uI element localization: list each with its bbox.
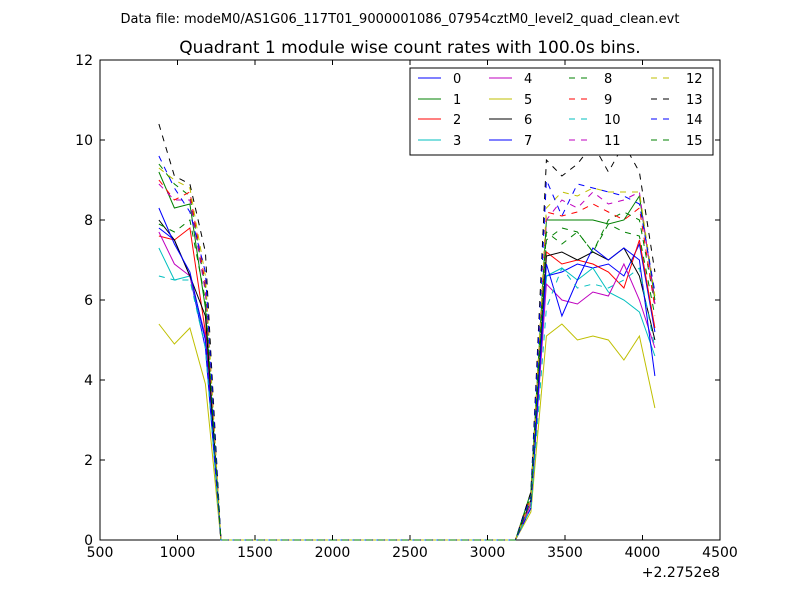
x-tick-label: 3000 (470, 545, 506, 561)
figure-suptitle: Data file: modeM0/AS1G06_117T01_90000010… (121, 12, 680, 27)
series-line-10 (158, 266, 656, 541)
y-tick-label: 4 (84, 373, 93, 389)
legend-label-10: 10 (604, 113, 621, 128)
legend-label-9: 9 (604, 93, 612, 108)
series-line-0 (158, 227, 656, 541)
series-line-13 (158, 123, 656, 541)
legend-label-8: 8 (604, 72, 612, 87)
series-line-1 (158, 171, 656, 541)
x-offset-label: +2.2752e8 (642, 565, 720, 581)
y-tick-label: 8 (84, 213, 93, 229)
series-line-5 (158, 323, 656, 541)
y-tick-label: 12 (75, 53, 93, 69)
series-layer (158, 123, 656, 541)
series-line-14 (158, 155, 656, 541)
series-line-6 (158, 219, 656, 541)
legend-label-6: 6 (524, 113, 532, 128)
ticks-layer: 500 1000 1500 2000 2500 3000 3500 4000 4500 0 2 4 6 8… (75, 53, 738, 561)
legend-label-5: 5 (524, 93, 532, 108)
series-line-15 (158, 219, 656, 541)
y-tick-label: 0 (84, 533, 93, 549)
legend-label-3: 3 (453, 134, 461, 149)
legend-frame (409, 67, 714, 156)
y-tick-label: 10 (75, 133, 93, 149)
series-line-7 (158, 207, 656, 541)
legend-label-0: 0 (453, 72, 461, 87)
legend-label-1: 1 (453, 93, 461, 108)
legend-label-2: 2 (453, 113, 461, 128)
x-tick-label: 4500 (702, 545, 738, 561)
legend-label-12: 12 (686, 72, 703, 87)
series-line-3 (158, 247, 656, 541)
series-line-9 (158, 179, 656, 541)
x-tick-label: 2000 (315, 545, 351, 561)
series-line-11 (158, 183, 656, 541)
legend-label-11: 11 (604, 134, 621, 149)
series-line-2 (158, 227, 656, 541)
x-tick-label: 4000 (625, 545, 661, 561)
y-tick-label: 6 (84, 293, 93, 309)
chart-title: Quadrant 1 module wise count rates with … (179, 38, 640, 58)
x-tick-label: 2500 (392, 545, 428, 561)
legend-label-7: 7 (524, 134, 532, 149)
x-tick-label: 1500 (237, 545, 273, 561)
legend-label-4: 4 (524, 72, 532, 87)
x-tick-label: 1000 (160, 545, 196, 561)
x-tick-label: 3500 (547, 545, 583, 561)
series-line-12 (158, 167, 656, 541)
plot-area: 500 1000 1500 2000 2500 3000 3500 4000 4500 0 2 4 6 8… (75, 53, 738, 561)
legend-label-13: 13 (686, 93, 703, 108)
y-tick-label: 2 (84, 453, 93, 469)
x-tick-label: 500 (87, 545, 114, 561)
legend-label-14: 14 (686, 113, 703, 128)
legend-label-15: 15 (686, 134, 703, 149)
